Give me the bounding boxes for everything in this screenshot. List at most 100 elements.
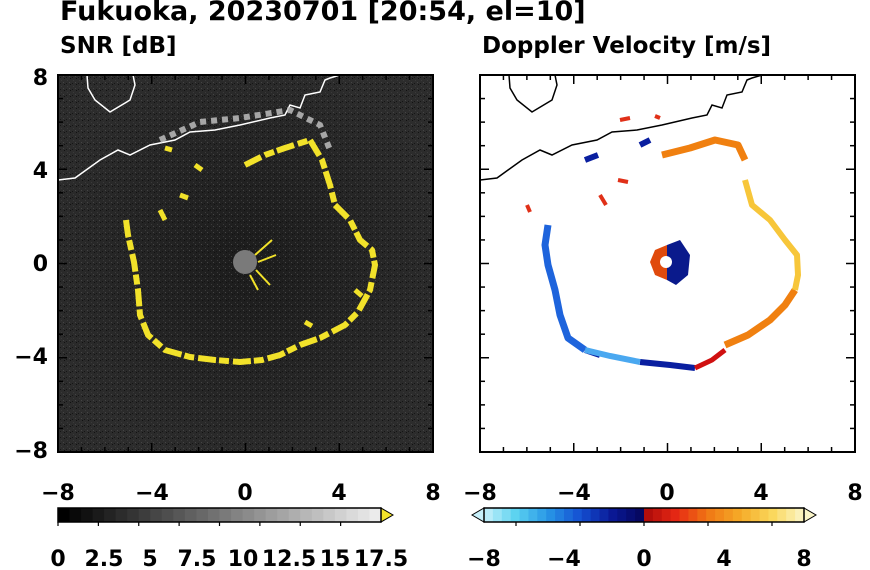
doppler-center-positive — [650, 245, 667, 280]
snr-colorbar-segment — [369, 508, 382, 522]
snr-colorbar-segment — [334, 508, 347, 522]
snr-colorbar-segment — [219, 508, 232, 522]
doppler-center-negative — [667, 240, 690, 285]
snr-echo-ring — [123, 137, 378, 365]
snr-colorbar-tick-label: 5 — [142, 547, 157, 570]
snr-panel: 8 4 0 −4 −8 −8 −4 0 4 8 — [14, 66, 440, 506]
snr-x-tick-label: −8 — [41, 481, 75, 506]
snr-colorbar-extension — [380, 507, 394, 523]
doppler-colorbar-segment — [635, 508, 645, 522]
snr-colorbar-segment — [300, 508, 313, 522]
doppler-colorbar-segment — [786, 508, 796, 522]
snr-x-tick-label: −4 — [135, 481, 169, 506]
snr-colorbar-tick-label: 7.5 — [178, 547, 217, 570]
doppler-x-tick-label: 8 — [847, 481, 862, 506]
snr-y-tick-label: −8 — [14, 439, 48, 464]
snr-colorbar-segment — [346, 508, 359, 522]
doppler-colorbar-segment — [555, 508, 565, 522]
snr-colorbar-tick-label: 17.5 — [354, 547, 408, 570]
doppler-colorbar-segment — [697, 508, 707, 522]
snr-colorbar-segment — [323, 508, 336, 522]
doppler-colorbar-segment — [492, 508, 503, 522]
doppler-colorbar-tick-label: −8 — [467, 547, 501, 570]
doppler-colorbar-segment — [528, 508, 538, 522]
snr-colorbar-tick-label: 12.5 — [262, 547, 316, 570]
doppler-colorbar-segment — [501, 508, 512, 522]
snr-colorbar-segment — [115, 508, 128, 522]
doppler-x-tick-label: 0 — [659, 481, 674, 506]
doppler-colorbar-segment — [590, 508, 601, 522]
snr-echo-fragments — [157, 145, 364, 329]
snr-colorbar-tick-label: 2.5 — [85, 547, 124, 570]
doppler-colorbar-tick-label: 4 — [716, 547, 731, 570]
snr-colorbar-segment — [58, 508, 71, 522]
doppler-colorbar-extension — [803, 507, 817, 523]
doppler-colorbar-segment — [670, 508, 681, 522]
doppler-colorbar-segment — [510, 508, 521, 522]
doppler-colorbar-segment — [608, 508, 618, 522]
doppler-colorbar-tick-label: 8 — [796, 547, 811, 570]
doppler-colorbar-tick-label: −4 — [547, 547, 581, 570]
doppler-colorbar-segment — [652, 508, 663, 522]
doppler-colorbar-segment — [661, 508, 672, 522]
snr-colorbar-segment — [81, 508, 94, 522]
doppler-colorbar-segment — [564, 508, 574, 522]
snr-x-tick-label: 4 — [331, 481, 346, 506]
snr-colorbar-segment — [150, 508, 163, 522]
snr-colorbar-segment — [196, 508, 209, 522]
doppler-colorbar-segment — [572, 508, 583, 522]
doppler-echo-red — [693, 348, 727, 371]
snr-colorbar — [57, 507, 394, 526]
doppler-x-tick-label: 4 — [753, 481, 768, 506]
doppler-colorbar-segment — [706, 508, 716, 522]
doppler-colorbar-segment — [732, 508, 743, 522]
snr-colorbar-segment — [127, 508, 140, 522]
doppler-colorbar-segment — [724, 508, 734, 522]
snr-y-tick-label: −4 — [14, 345, 48, 370]
doppler-panel-title: Doppler Velocity [m/s] — [482, 33, 772, 59]
snr-colorbar-segment — [173, 508, 186, 522]
doppler-x-tick-label: −8 — [463, 481, 497, 506]
doppler-colorbar-segment — [768, 508, 778, 522]
doppler-colorbar-segment — [617, 508, 627, 522]
snr-colorbar-segment — [104, 508, 117, 522]
snr-colorbar-segment — [311, 508, 324, 522]
doppler-echo-dark-blue — [583, 137, 696, 371]
doppler-colorbar-extension — [471, 507, 485, 523]
doppler-colorbar-segment — [519, 508, 529, 522]
doppler-echo-fragments — [525, 114, 661, 213]
snr-colorbar-segment — [92, 508, 105, 522]
doppler-colorbar — [471, 507, 817, 526]
snr-colorbar-segment — [277, 508, 290, 522]
snr-colorbar-segment — [242, 508, 255, 522]
doppler-colorbar-segment — [626, 508, 636, 522]
snr-colorbar-segment — [69, 508, 82, 522]
doppler-panel: −8 −4 0 4 8 — [463, 74, 863, 506]
doppler-colorbar-segment — [581, 508, 592, 522]
snr-axis-ticks — [57, 74, 434, 453]
snr-colorbar-segment — [207, 508, 220, 522]
snr-y-tick-label: 4 — [33, 159, 48, 184]
doppler-colorbar-tick-label: 0 — [636, 547, 651, 570]
snr-colorbar-segment — [184, 508, 197, 522]
doppler-echo-orange — [661, 136, 798, 349]
doppler-x-tick-label: −4 — [557, 481, 591, 506]
snr-colorbar-segment — [357, 508, 370, 522]
snr-y-tick-label: 8 — [33, 66, 48, 91]
snr-colorbar-tick-label: 0 — [50, 547, 65, 570]
snr-coastline — [58, 75, 341, 181]
doppler-colorbar-segment — [750, 508, 761, 522]
doppler-echo-yellow — [742, 179, 801, 291]
doppler-echo-light-blue — [584, 347, 641, 365]
snr-center-clutter — [233, 250, 257, 274]
doppler-axis-ticks — [479, 74, 856, 453]
snr-colorbar-segment — [138, 508, 151, 522]
snr-y-tick-label: 0 — [33, 252, 48, 277]
doppler-colorbar-segment — [599, 508, 609, 522]
snr-colorbar-segment — [265, 508, 278, 522]
doppler-colorbar-segment — [741, 508, 752, 522]
snr-x-tick-label: 8 — [425, 481, 440, 506]
snr-colorbar-segment — [161, 508, 174, 522]
doppler-colorbar-segment — [777, 508, 787, 522]
